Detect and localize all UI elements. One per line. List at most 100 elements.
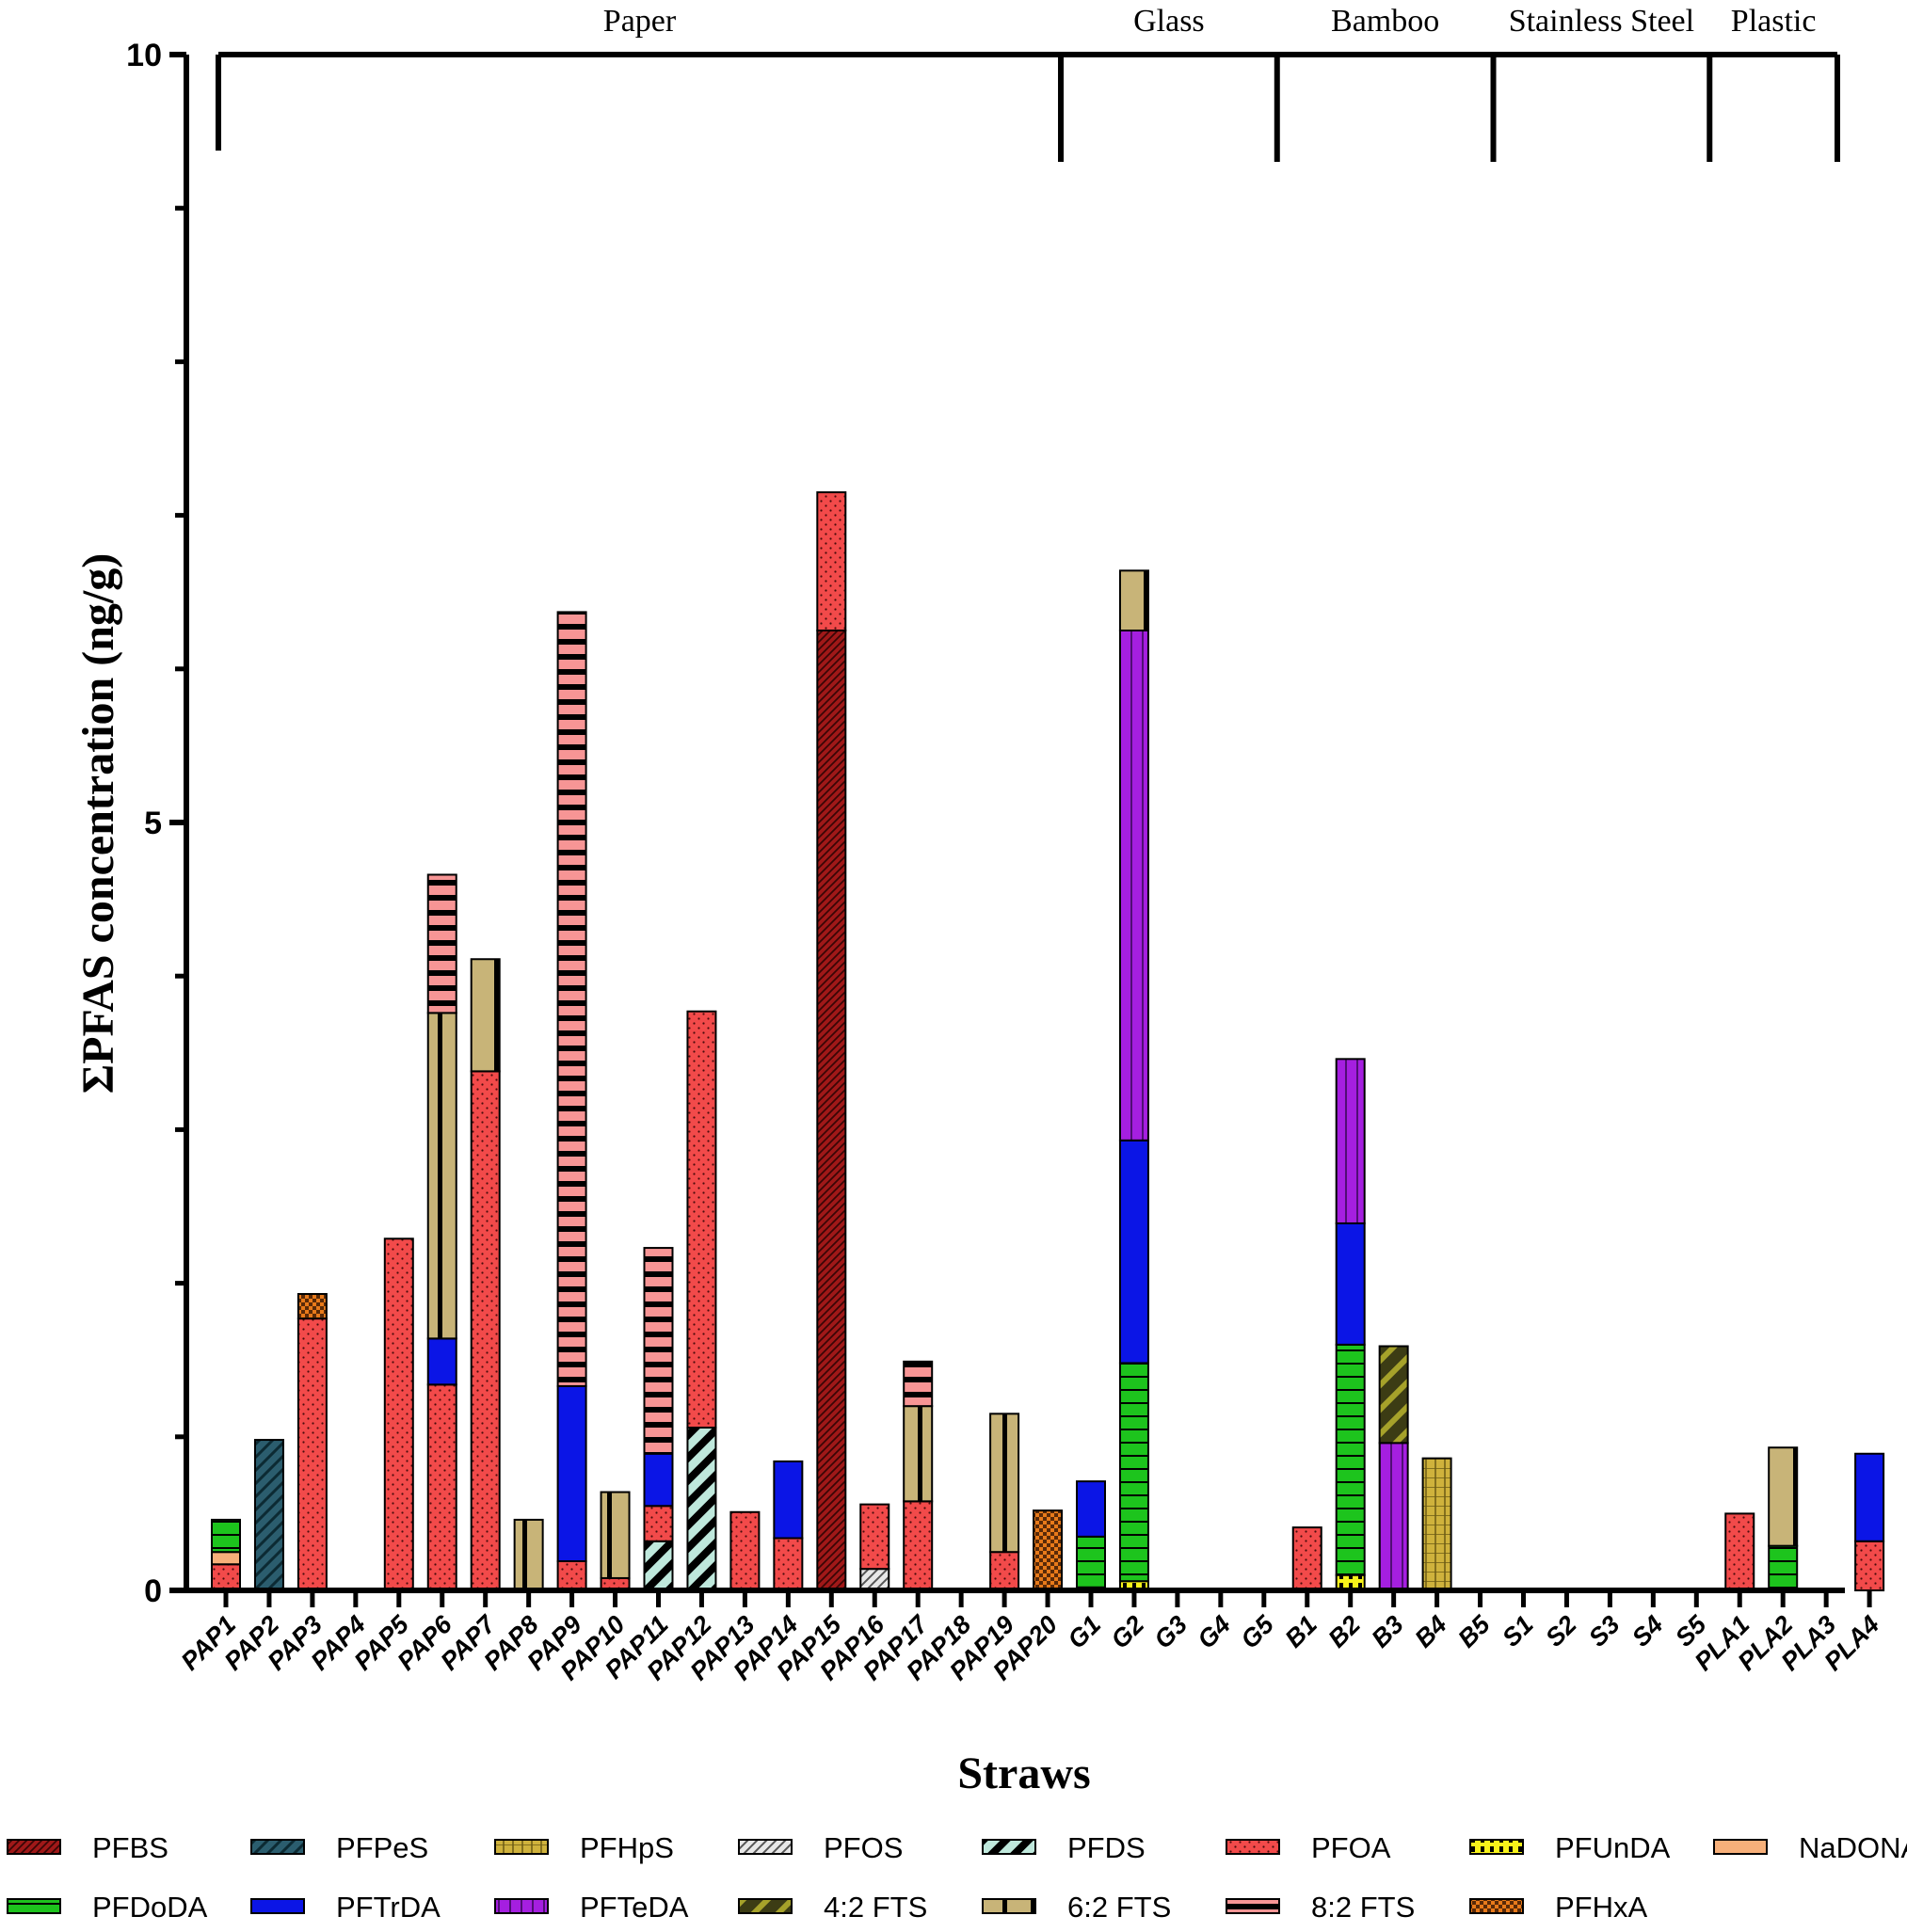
y-axis-title: ΣPFAS concentration (ng/g) <box>73 553 123 1094</box>
legend-item-nadona: NaDONA <box>1713 1831 1907 1864</box>
bar-segment-pap11-pfds <box>643 1540 674 1591</box>
bar-stack-pap16 <box>859 1503 890 1591</box>
bar-stack-pap5 <box>383 1237 414 1591</box>
bar-stack-pap6 <box>426 873 457 1592</box>
bar-stack-pap14 <box>773 1460 804 1591</box>
bar-stack-pla1 <box>1724 1512 1755 1592</box>
bar-stack-pap11 <box>643 1247 674 1591</box>
bar-stack-pla4 <box>1854 1452 1885 1591</box>
legend-item-pfpes: PFPeS <box>250 1831 428 1864</box>
bar-segment-g2-pftrda <box>1118 1139 1149 1365</box>
bar-segment-pap7-6-2-fts <box>470 958 501 1073</box>
bar-stack-pap12 <box>686 1010 717 1592</box>
bar-stack-pla2 <box>1768 1446 1799 1591</box>
legend-swatch <box>1469 1839 1524 1855</box>
legend-swatch <box>1226 1839 1280 1855</box>
legend-label: PFOS <box>824 1831 903 1864</box>
bar-segment-pap7-pfoa <box>470 1070 501 1592</box>
bar-segment-pla2-6-2-fts <box>1768 1446 1799 1547</box>
legend-swatch <box>1226 1898 1280 1914</box>
bar-segment-pap6-8-2-fts <box>426 873 457 1014</box>
bar-segment-pap17-8-2-fts <box>903 1360 934 1408</box>
legend-label: PFHxA <box>1555 1891 1648 1924</box>
legend-swatch <box>982 1839 1036 1855</box>
bar-segment-pla2-pfdoda <box>1768 1544 1799 1591</box>
bar-segment-b2-pftrda <box>1335 1221 1366 1346</box>
y-tick-label: 0 <box>144 1573 162 1609</box>
bar-segment-pap5-pfoa <box>383 1237 414 1591</box>
bar-stack-b1 <box>1291 1526 1322 1592</box>
x-tick-label-s4: S4 <box>1627 1610 1669 1653</box>
bar-stack-pap7 <box>470 958 501 1592</box>
legend-label: PFTrDA <box>336 1891 441 1924</box>
bar-segment-pap11-8-2-fts <box>643 1247 674 1455</box>
legend-label: PFDS <box>1067 1831 1146 1864</box>
group-label-stainless-steel: Stainless Steel <box>1509 4 1694 39</box>
bar-stack-pap2 <box>253 1439 284 1591</box>
bar-segment-pap1-nadona <box>211 1551 241 1566</box>
bar-segment-pap13-pfoa <box>729 1510 761 1591</box>
bar-segment-pap15-pfbs <box>816 630 847 1591</box>
bar-segment-pap9-pftrda <box>556 1384 587 1562</box>
legend-swatch <box>250 1839 305 1855</box>
legend-label: PFOA <box>1311 1831 1391 1864</box>
bar-segment-g2-6-2-fts <box>1118 569 1149 631</box>
bar-segment-pap17-6-2-fts <box>903 1405 934 1503</box>
bar-segment-pap6-6-2-fts <box>426 1012 457 1340</box>
bar-segment-pap15-pfoa <box>816 491 847 631</box>
bar-segment-pap12-pfoa <box>686 1010 717 1429</box>
group-label-glass: Glass <box>1133 4 1205 39</box>
bar-segment-pap11-pftrda <box>643 1452 674 1508</box>
y-ticks: 0 5 10 <box>126 38 186 1609</box>
bar-segment-pap9-pfoa <box>556 1559 587 1591</box>
legend-label: PFTeDA <box>580 1891 689 1924</box>
bar-segment-pla1-pfoa <box>1724 1512 1755 1592</box>
bar-segment-pap2-pfpes <box>253 1439 284 1591</box>
bar-segment-b3-4-2-fts <box>1378 1345 1409 1445</box>
bar-segment-pap6-pftrda <box>426 1337 457 1386</box>
bar-segment-pap20-pfhxa <box>1033 1509 1064 1591</box>
group-label-paper: Paper <box>603 4 677 39</box>
bar-segment-pap14-pftrda <box>773 1460 804 1540</box>
bar-segment-b2-pfdoda <box>1335 1343 1366 1576</box>
legend-label: NaDONA <box>1799 1831 1907 1864</box>
legend-item-pfhps: PFHpS <box>494 1831 674 1864</box>
x-tick-label-b4: B4 <box>1409 1610 1452 1653</box>
bar-stack-pap8 <box>513 1518 544 1591</box>
bar-stack-b2 <box>1335 1058 1366 1592</box>
legend-item-pftrda: PFTrDA <box>250 1891 441 1924</box>
legend-label: PFDoDA <box>92 1891 208 1924</box>
bar-segment-pla4-pftrda <box>1854 1452 1885 1542</box>
y-tick-label: 5 <box>144 806 162 841</box>
legend-swatch <box>738 1839 793 1855</box>
bar-stack-b4 <box>1421 1457 1452 1591</box>
legend-label: PFPeS <box>336 1831 428 1864</box>
legend-label: 4:2 FTS <box>824 1891 927 1924</box>
bar-stack-pap19 <box>989 1413 1020 1591</box>
bar-segment-b1-pfoa <box>1291 1526 1322 1592</box>
legend-item-pfds: PFDS <box>982 1831 1146 1864</box>
bar-segment-b2-pfteda <box>1335 1058 1366 1224</box>
legend-swatch <box>7 1839 61 1855</box>
bar-stack-pap1 <box>211 1518 241 1591</box>
bar-segment-pap10-6-2-fts <box>600 1491 631 1579</box>
bar-segment-pap14-pfoa <box>773 1537 804 1591</box>
x-tick-label-g4: G4 <box>1192 1610 1236 1654</box>
bar-stack-g2 <box>1118 569 1149 1592</box>
x-tick-label-b2: B2 <box>1322 1610 1366 1653</box>
x-tick-label-s3: S3 <box>1583 1610 1626 1653</box>
legend-label: 8:2 FTS <box>1311 1891 1415 1924</box>
legend-swatch <box>250 1898 305 1914</box>
bar-segment-g2-pfteda <box>1118 630 1149 1142</box>
group-label-bamboo: Bamboo <box>1331 4 1439 39</box>
legend-swatch <box>494 1898 549 1914</box>
x-ticks: PAP1PAP2PAP3PAP4PAP5PAP6PAP7PAP8PAP9PAP1… <box>176 1590 1884 1685</box>
bar-segment-pap3-pfoa <box>296 1317 328 1591</box>
group-label-plastic: Plastic <box>1731 4 1817 39</box>
bar-segment-g2-pfdoda <box>1118 1362 1149 1583</box>
bar-segment-g1-pftrda <box>1076 1480 1106 1538</box>
legend-item-pfhxa: PFHxA <box>1469 1891 1648 1924</box>
legend: PFBS PFPeS PFHpS PFOS PFDS PFOA PFUnDA NaDONA PF… <box>7 1831 1907 1924</box>
legend-swatch <box>738 1898 793 1914</box>
